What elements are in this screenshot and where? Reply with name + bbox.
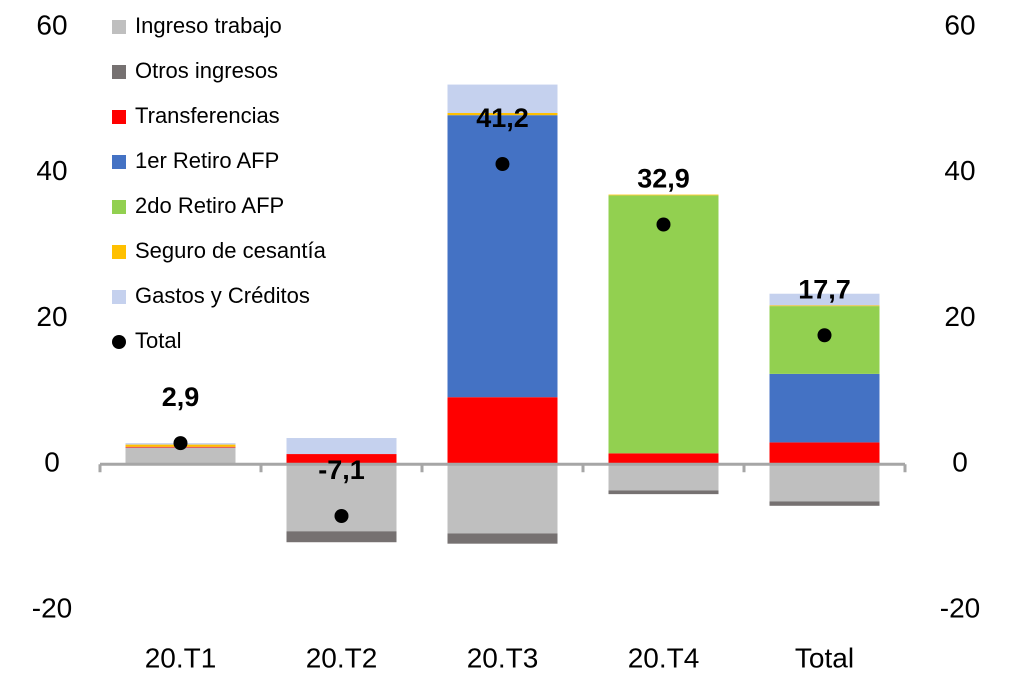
bar-segment [447,397,558,465]
value-label: 41,2 [476,103,529,133]
total-dot [817,328,832,343]
bar-segment [447,84,558,113]
legend-swatch [112,245,126,259]
x-tick-label: 20.T3 [467,642,539,673]
total-dot [495,157,510,172]
y-tick-label: 60 [36,9,67,40]
bar-segment [769,442,880,465]
bar-segment [769,464,880,502]
legend-swatch [112,155,126,169]
total-dot [656,217,671,232]
legend-marker [112,335,126,349]
bar-segment [286,438,397,455]
y2-tick-label: 60 [944,9,975,40]
total-dot [334,508,349,523]
legend-label: Seguro de cesantía [135,238,327,263]
y-tick-label: 40 [36,155,67,186]
legend-label: 2do Retiro AFP [135,193,284,218]
y-tick-label: 0 [44,447,60,478]
bar-segment [447,464,558,534]
bar-segment [769,501,880,506]
y2-tick-label: 40 [944,155,975,186]
y2-tick-label: 0 [952,447,968,478]
bar-segment [608,490,719,495]
bar-segment [447,533,558,544]
value-label: 2,9 [162,382,200,412]
y-tick-label: -20 [32,592,72,623]
legend-swatch [112,110,126,124]
legend-swatch [112,290,126,304]
value-label: 17,7 [798,274,851,304]
y2-tick-label: 20 [944,301,975,332]
legend-label: Gastos y Créditos [135,283,310,308]
bar-segment [769,305,880,307]
bar-segment [608,194,719,196]
bar-segment [286,531,397,543]
legend-swatch [112,20,126,34]
y2-tick-label: -20 [940,592,980,623]
legend-label: Transferencias [135,103,280,128]
bar-segment [769,373,880,443]
bar-segment [125,447,236,465]
bar-segment [286,454,397,465]
x-tick-label: 20.T2 [306,642,378,673]
bar-segment [608,195,719,454]
total-dot [173,436,188,451]
legend-label: Ingreso trabajo [135,13,282,38]
legend-swatch [112,65,126,79]
bar-segment [447,112,558,116]
bar-segment [769,293,880,306]
bar-segment [608,464,719,491]
x-tick-label: 20.T1 [145,642,217,673]
legend-label: Total [135,328,181,353]
bar-segment [608,453,719,465]
x-tick-label: Total [795,642,854,673]
legend-label: 1er Retiro AFP [135,148,279,173]
legend-swatch [112,200,126,214]
legend-label: Otros ingresos [135,58,278,83]
value-label: 32,9 [637,164,690,194]
value-label: -7,1 [318,455,365,485]
y-tick-label: 20 [36,301,67,332]
x-tick-label: 20.T4 [628,642,700,673]
